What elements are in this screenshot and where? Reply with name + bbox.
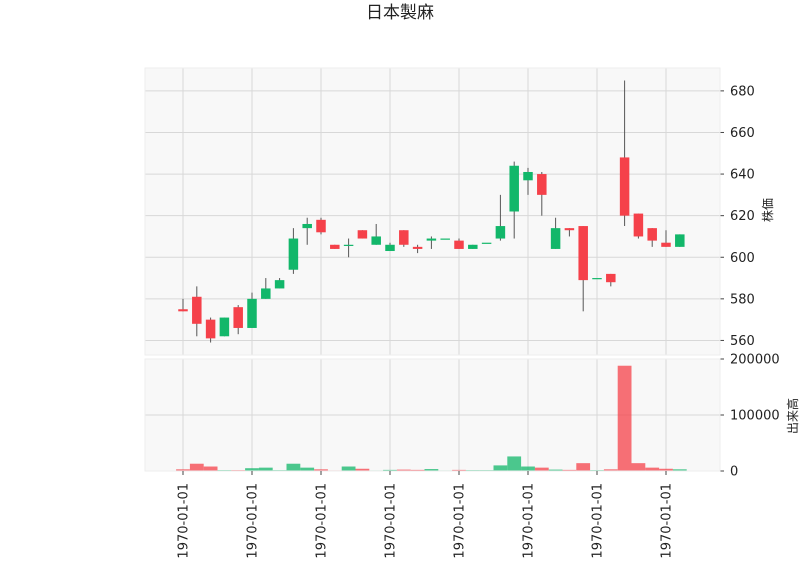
candle-body (454, 240, 464, 249)
candle-body (343, 244, 354, 246)
price-tick-label: 580 (730, 292, 755, 307)
candle-body (509, 165, 519, 212)
candle-body (178, 309, 188, 312)
volume-bar (410, 469, 425, 471)
volume-panel-frame (144, 358, 721, 472)
volume-bar (189, 463, 204, 471)
x-axis: 1970-01-01 1970-01-01 1970-01-01 1970-01-01… (177, 471, 675, 559)
volume-bar (603, 469, 618, 471)
volume-panel: 0 100000 200000 (144, 353, 780, 480)
candle-body (247, 298, 257, 328)
candle-body (661, 242, 671, 247)
candle-body (316, 219, 326, 233)
volume-bar (286, 463, 301, 471)
candle-body (633, 213, 644, 237)
candle-body (564, 228, 575, 231)
candle-body (468, 244, 478, 249)
volume-bar (645, 467, 660, 471)
candle-body (205, 319, 216, 339)
volume-bar (631, 463, 646, 471)
volume-bar (452, 469, 466, 471)
volume-bar (300, 467, 315, 471)
volume-bar (341, 466, 356, 471)
x-tick-label: 1970-01-01 (177, 483, 192, 559)
candle-body (606, 273, 616, 283)
x-tick-label: 1970-01-01 (315, 483, 330, 559)
x-tick-label: 1970-01-01 (453, 483, 468, 559)
price-tick-label: 640 (730, 168, 755, 183)
volume-bar (617, 365, 632, 471)
candle-body (371, 236, 381, 245)
chart-title: 日本製麻 (366, 3, 434, 23)
volume-bar (396, 469, 411, 471)
volume-bar (534, 467, 549, 471)
volume-axis-label: 出来高 (785, 398, 800, 434)
candle-body (481, 242, 492, 244)
candle-body (426, 238, 437, 241)
volume-tick-label: 0 (730, 465, 738, 480)
candle-body (192, 296, 202, 324)
candle-body (537, 174, 547, 195)
candle-body (619, 157, 630, 216)
price-tick-label: 680 (730, 84, 755, 99)
candle-body (357, 230, 368, 239)
volume-bar (672, 469, 687, 471)
candle-body (261, 288, 271, 299)
candle-body (523, 171, 533, 181)
volume-tick-label: 200000 (730, 353, 780, 368)
candle-body (330, 244, 340, 249)
candle-body (219, 317, 230, 337)
price-tick-label: 600 (730, 251, 755, 266)
candle-body (288, 238, 299, 270)
volume-bar (424, 469, 439, 471)
volume-bar (576, 463, 591, 471)
candle-body (412, 246, 423, 249)
volume-bar (521, 466, 535, 471)
volume-tick-label: 100000 (730, 409, 780, 424)
volume-bar (258, 467, 273, 471)
x-tick-label: 1970-01-01 (246, 483, 261, 559)
x-tick-label: 1970-01-01 (384, 483, 399, 559)
volume-bar (562, 469, 577, 471)
candle-body (592, 278, 602, 280)
candle-body (550, 228, 561, 249)
volume-bar (176, 469, 190, 471)
candle-body (274, 280, 285, 289)
candle-body (647, 228, 657, 241)
volume-bar (659, 468, 673, 471)
candle-body (440, 238, 450, 240)
x-tick-label: 1970-01-01 (522, 483, 537, 559)
candle-body (233, 307, 243, 328)
price-panel-background (145, 68, 720, 355)
price-tick-label: 660 (730, 126, 755, 141)
volume-bar (507, 456, 522, 471)
candle-body (578, 226, 588, 281)
price-panel: 560 580 600 620 640 660 680 (144, 67, 755, 356)
price-tick-label: 620 (730, 209, 755, 224)
volume-bar (383, 469, 397, 471)
volume-bar (493, 465, 508, 471)
candle-body (385, 244, 395, 252)
price-panel-frame (144, 67, 721, 356)
volume-bar (355, 468, 370, 471)
x-tick-label: 1970-01-01 (591, 483, 606, 559)
price-axis-label: 株価 (760, 198, 775, 222)
candle-body (399, 230, 409, 245)
candle-body (302, 223, 312, 229)
x-tick-label: 1970-01-01 (660, 483, 675, 559)
volume-bar (203, 466, 218, 471)
price-tick-label: 560 (730, 334, 755, 349)
volume-bar (245, 468, 259, 471)
volume-bar (314, 469, 328, 471)
candle-body (495, 226, 506, 239)
candle-body (675, 234, 685, 247)
volume-bar (548, 469, 563, 471)
